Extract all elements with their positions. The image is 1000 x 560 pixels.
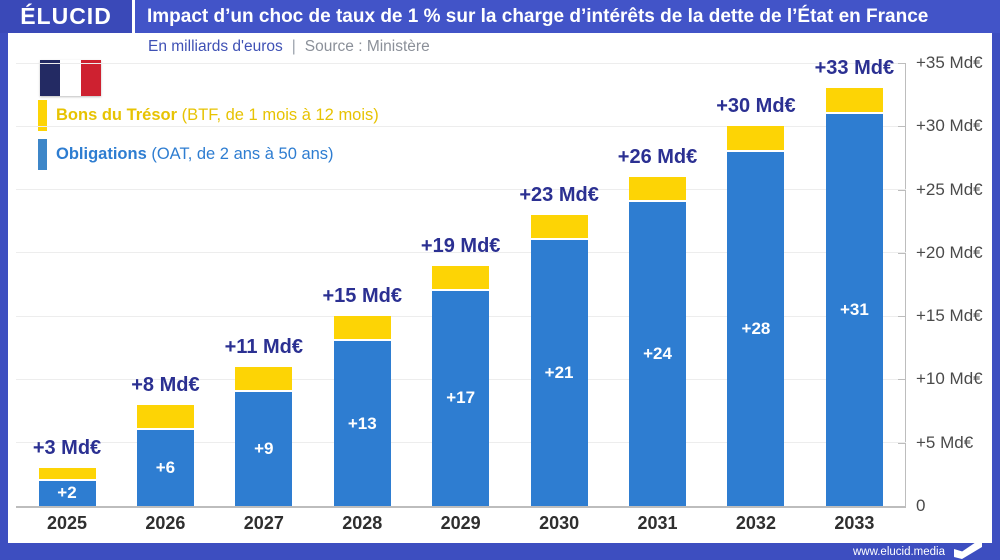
- bar-total-label: +33 Md€: [814, 57, 895, 80]
- x-axis-label: 2026: [145, 513, 186, 533]
- bar-obligations-2030: +21: [530, 240, 588, 506]
- elucid-logo: ÉLUCID: [0, 0, 132, 33]
- bar-obligations-2026: +6: [136, 430, 194, 506]
- units-label: En milliards d'euros: [148, 38, 283, 55]
- bar-bons-du-tresor-2031: [629, 176, 687, 201]
- x-axis-label: 2029: [440, 513, 481, 533]
- x-axis-line: [16, 506, 906, 508]
- bar-total-label: +11 Md€: [224, 335, 304, 358]
- bar-bons-du-tresor-2028: [333, 316, 391, 340]
- x-axis-label: 2032: [735, 513, 776, 533]
- bar-total-label: +15 Md€: [322, 285, 402, 308]
- header-bar: ÉLUCID Impact d’un choc de taux de 1 % s…: [0, 0, 1000, 33]
- bar-total-label: +26 Md€: [617, 145, 698, 168]
- flag-stripe-white: [60, 60, 81, 96]
- x-axis-label: 2031: [637, 513, 678, 533]
- y-axis-tick: [898, 442, 906, 444]
- x-axis-label: 2027: [243, 513, 284, 533]
- gridline: [16, 125, 906, 127]
- bar-value-label: +24: [643, 344, 672, 364]
- flag-stripe-blue: [40, 60, 61, 96]
- bar-value-label: +28: [741, 318, 771, 338]
- y-axis-tick: [898, 189, 906, 191]
- bar-obligations-2032: +28: [727, 151, 785, 506]
- header-divider: [132, 0, 135, 33]
- bar-bons-du-tresor-2027: [235, 366, 293, 391]
- legend-swatch-blue: [38, 139, 47, 170]
- y-axis-tick: [898, 63, 906, 64]
- frame-border-left: [0, 33, 8, 544]
- y-axis-tick: [898, 126, 906, 128]
- y-tick-label: +35 Md€: [916, 53, 983, 72]
- bar-total-label: +30 Md€: [716, 95, 796, 118]
- bar-total-label: +8 Md€: [131, 373, 200, 396]
- y-axis-tick: [898, 316, 906, 318]
- bar-bons-du-tresor-2032: [727, 126, 785, 150]
- legend-label-oat: Obligations: [56, 145, 147, 163]
- bar-obligations-2031: +24: [629, 202, 687, 506]
- y-axis-tick: [898, 379, 906, 381]
- y-tick-label: +30 Md€: [916, 116, 983, 136]
- y-tick-label: +20 Md€: [916, 242, 983, 262]
- french-flag-icon: [40, 60, 101, 96]
- legend-detail-btf: (BTF, de 1 mois à 12 mois): [181, 106, 379, 124]
- y-axis-tick: [898, 506, 906, 507]
- bar-total-label: +3 Md€: [32, 437, 102, 460]
- y-axis-line: [905, 63, 906, 506]
- x-axis-label: 2028: [342, 513, 383, 533]
- bar-bons-du-tresor-2026: [136, 404, 194, 429]
- legend-label-btf: Bons du Trésor: [56, 106, 178, 124]
- x-axis-label: 2025: [46, 513, 88, 533]
- y-tick-label: 0: [916, 496, 926, 515]
- legend-item-bons-du-tresor: Bons du Trésor (BTF, de 1 mois à 12 mois…: [38, 100, 379, 131]
- gridline: [16, 62, 906, 64]
- gridline: [16, 252, 906, 254]
- y-tick-label: +5 Md€: [916, 432, 974, 452]
- x-axis-label: 2030: [539, 513, 580, 533]
- bar-total-label: +19 Md€: [420, 234, 501, 257]
- gridline: [16, 189, 906, 191]
- legend-item-obligations: Obligations (OAT, de 2 ans à 50 ans): [38, 139, 379, 170]
- chart-subtitle: En milliards d'euros | Source : Ministèr…: [148, 38, 430, 56]
- bar-obligations-2025: +2: [38, 480, 96, 506]
- y-tick-label: +15 Md€: [916, 306, 983, 326]
- bar-bons-du-tresor-2029: [432, 265, 490, 289]
- footer-bar: [0, 543, 1000, 560]
- y-tick-label: +25 Md€: [916, 179, 983, 199]
- page-title: Impact d’un choc de taux de 1 % sur la c…: [135, 0, 1000, 33]
- bar-value-label: +13: [347, 413, 377, 433]
- source-label: Source : Ministère: [304, 38, 430, 55]
- bar-bons-du-tresor-2030: [530, 214, 588, 239]
- legend-swatch-yellow: [38, 100, 47, 131]
- bar-obligations-2027: +9: [235, 392, 293, 506]
- y-tick-label: +10 Md€: [916, 369, 983, 389]
- bar-value-label: +9: [254, 439, 274, 459]
- bar-value-label: +21: [544, 363, 574, 383]
- x-axis-label: 2033: [834, 513, 875, 533]
- bar-obligations-2028: +13: [333, 341, 391, 506]
- bar-obligations-2029: +17: [432, 290, 490, 506]
- bar-bons-du-tresor-2033: [825, 88, 883, 112]
- frame-border-right: [992, 33, 1000, 544]
- elucid-flag-icon: [954, 538, 982, 559]
- y-axis-tick: [898, 252, 906, 254]
- bar-value-label: +2: [57, 483, 77, 503]
- bar-value-label: +6: [155, 458, 176, 478]
- footer-url[interactable]: www.elucid.media: [852, 546, 945, 558]
- bar-value-label: +17: [446, 388, 476, 408]
- legend-detail-oat: (OAT, de 2 ans à 50 ans): [151, 145, 334, 163]
- bar-value-label: +31: [839, 299, 869, 319]
- flag-stripe-red: [80, 60, 101, 96]
- bar-total-label: +23 Md€: [519, 183, 599, 206]
- bar-obligations-2033: +31: [825, 113, 883, 506]
- subtitle-separator: |: [291, 38, 296, 55]
- chart-legend: Bons du Trésor (BTF, de 1 mois à 12 mois…: [38, 100, 379, 178]
- bar-bons-du-tresor-2025: [38, 468, 96, 479]
